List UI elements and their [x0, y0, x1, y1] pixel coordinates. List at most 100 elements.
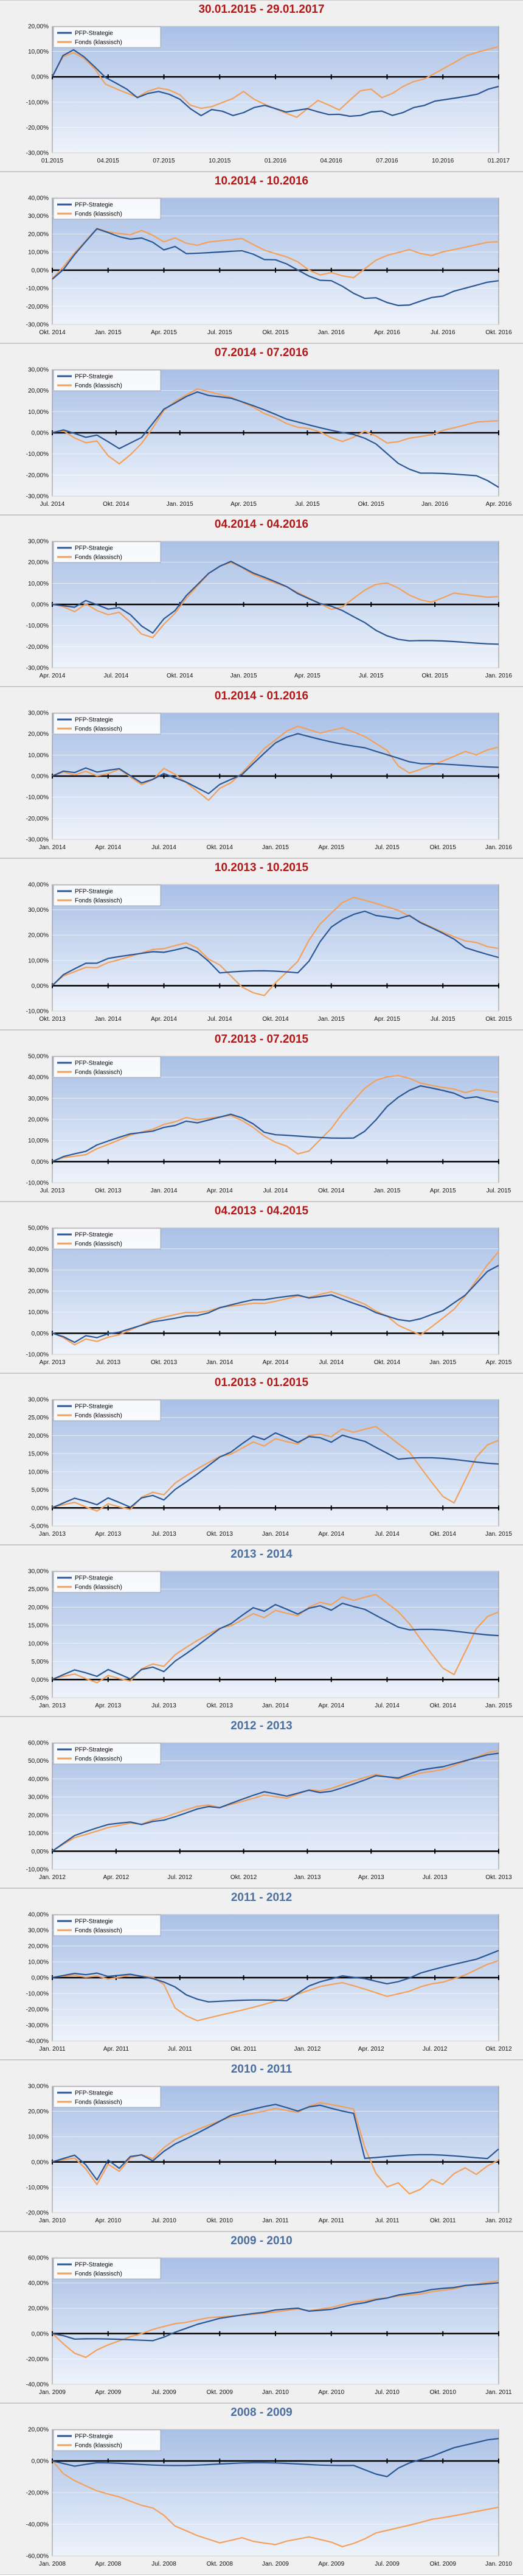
legend-label: Fonds (klassisch): [75, 1241, 122, 1248]
x-tick-label: Okt. 2009: [430, 2561, 457, 2567]
x-tick-label: Jan. 2014: [151, 1188, 178, 1194]
y-tick-label: -20,00%: [26, 2007, 49, 2014]
legend-box: [53, 2086, 161, 2108]
x-tick-label: Jan. 2011: [262, 2217, 289, 2224]
series-line-pfp-strategie: [52, 1432, 499, 1509]
series-line-fonds-klassisch: [52, 388, 499, 465]
legend: PFP-Strategie Fonds (klassisch): [53, 713, 161, 735]
legend-label: Fonds (klassisch): [75, 1413, 122, 1419]
x-tick-label: Jan. 2012: [39, 1874, 66, 1881]
x-tick-label: Jul. 2013: [95, 1359, 120, 1366]
x-tick-label: Okt. 2014: [262, 1016, 289, 1023]
x-tick-label: 01.2017: [488, 158, 510, 164]
y-tick-label: 30,00%: [28, 1928, 49, 1934]
x-tick-label: Okt. 2016: [485, 329, 512, 336]
x-tick-label: Apr. 2011: [319, 2217, 345, 2224]
chart-title: 2011 - 2012: [230, 1891, 293, 1904]
y-tick-label: 10,00%: [28, 1959, 49, 1966]
y-tick-label: 15,00%: [28, 1451, 49, 1458]
y-tick-label: 20,00%: [28, 231, 49, 238]
line-chart: 60,00% 50,00% 40,00% 30,00% 20,00% 10,00% 0,00…: [26, 1740, 512, 1881]
y-tick-label: 10,00%: [28, 1640, 49, 1647]
x-tick-label: Jul. 2015: [375, 844, 400, 851]
x-tick-label: Apr. 2014: [318, 1531, 344, 1538]
x-tick-label: Okt. 2013: [151, 1359, 178, 1366]
x-tick-label: Jul. 2014: [375, 1703, 400, 1709]
legend-label: PFP-Strategie: [75, 2434, 113, 2440]
y-tick-label: 0,00%: [32, 774, 49, 780]
x-tick-label: Okt. 2015: [430, 844, 457, 851]
x-tick-label: Okt. 2012: [485, 2046, 512, 2053]
y-tick-label: 30,00%: [28, 1267, 49, 1274]
y-tick-label: -5,00%: [29, 1524, 49, 1530]
line-chart: 30,00%20,00%10,00%0,00%-10,00%-20,00%Jan…: [26, 2084, 513, 2225]
chart-panel: 07.2014 - 07.2016 30,00% 20,00% 10,00% 0,00%…: [0, 343, 523, 515]
y-tick-label: 0,00%: [32, 1975, 49, 1982]
legend-label: PFP-Strategie: [75, 202, 113, 209]
series-line-pfp-strategie: [52, 228, 499, 306]
y-tick-label: 40,00%: [28, 882, 49, 889]
y-tick-label: -20,00%: [26, 472, 49, 479]
legend: PFP-Strategie Fonds (klassisch): [53, 2429, 161, 2451]
y-tick-label: 50,00%: [28, 1758, 49, 1765]
y-tick-label: -20,00%: [26, 304, 49, 310]
y-tick-label: 30,00%: [28, 1096, 49, 1102]
x-tick-label: Apr. 2010: [318, 2389, 344, 2396]
legend-box: [53, 2258, 161, 2280]
line-chart: 20,00%10,00%0,00%-10,00%-20,00%-30,00%01…: [26, 24, 510, 165]
y-tick-label: 0,00%: [32, 74, 49, 81]
x-tick-label: Jul. 2014: [375, 1531, 400, 1538]
x-tick-label: Jul. 2015: [487, 1188, 511, 1194]
x-tick-label: Apr. 2008: [95, 2561, 121, 2567]
legend: PFP-Strategie Fonds (klassisch): [53, 26, 161, 48]
y-tick-label: 10,00%: [28, 250, 49, 256]
series-line-fonds-klassisch: [52, 2102, 499, 2195]
y-tick-label: 0,00%: [32, 602, 49, 609]
legend-label: Fonds (klassisch): [75, 555, 122, 561]
y-tick-label: 30,00%: [28, 1569, 49, 1575]
y-tick-label: 0,00%: [32, 430, 49, 437]
x-tick-label: Okt. 2013: [207, 1703, 234, 1709]
series-line-fonds-klassisch: [52, 1594, 499, 1684]
legend: PFP-Strategie Fonds (klassisch): [53, 1571, 161, 1593]
y-tick-label: -10,00%: [26, 1352, 49, 1359]
x-tick-label: Okt. 2013: [485, 1874, 512, 1881]
series-line-fonds-klassisch: [52, 2460, 499, 2547]
x-tick-label: Apr. 2012: [358, 2046, 384, 2053]
line-chart: 40,00%30,00%20,00%10,00%0,00%-10,00%Okt.…: [26, 882, 512, 1023]
x-tick-label: Jan. 2015: [230, 673, 257, 679]
y-tick-label: -20,00%: [26, 2210, 49, 2217]
x-tick-label: Apr. 2014: [95, 844, 121, 851]
legend: PFP-Strategie Fonds (klassisch): [53, 198, 161, 220]
y-tick-label: 40,00%: [28, 1912, 49, 1919]
x-tick-label: Okt. 2013: [39, 1016, 66, 1023]
y-tick-label: 30,00%: [28, 710, 49, 717]
legend-box: [53, 369, 161, 391]
chart-panel: 04.2013 - 04.2015 50,00% 40,00% 30,00% 20,00…: [0, 1202, 523, 1373]
chart-title: 07.2013 - 07.2015: [214, 1033, 309, 1046]
y-tick-label: -40,00%: [26, 2382, 49, 2389]
x-tick-label: Apr. 2014: [263, 1359, 289, 1366]
legend-box: [53, 1056, 161, 1078]
y-tick-label: -30,00%: [26, 322, 49, 329]
y-tick-label: -10,00%: [26, 623, 49, 629]
x-tick-label: Apr. 2013: [95, 1531, 121, 1538]
x-tick-label: Okt. 2014: [167, 673, 193, 679]
x-tick-label: Jan. 2014: [262, 1531, 289, 1538]
legend-label: Fonds (klassisch): [75, 2443, 122, 2449]
x-tick-label: Jan. 2013: [39, 1703, 66, 1709]
series-line-pfp-strategie: [52, 1950, 499, 2003]
series-line-pfp-strategie: [52, 2438, 499, 2477]
y-tick-label: 10,00%: [28, 1309, 49, 1316]
series-line-fonds-klassisch: [52, 725, 499, 801]
chart-title: 2013 - 2014: [230, 1548, 293, 1561]
x-tick-label: Jul. 2012: [167, 1874, 192, 1881]
chart-title: 04.2013 - 04.2015: [214, 1205, 309, 1217]
y-tick-label: 20,00%: [28, 559, 49, 566]
y-tick-label: 10,00%: [28, 1138, 49, 1144]
legend: PFP-Strategie Fonds (klassisch): [53, 2086, 161, 2108]
series-line-pfp-strategie: [52, 1752, 499, 1852]
y-tick-label: 0,00%: [32, 1677, 49, 1684]
x-tick-label: Apr. 2013: [95, 1703, 121, 1709]
y-tick-label: 10,00%: [28, 957, 49, 964]
